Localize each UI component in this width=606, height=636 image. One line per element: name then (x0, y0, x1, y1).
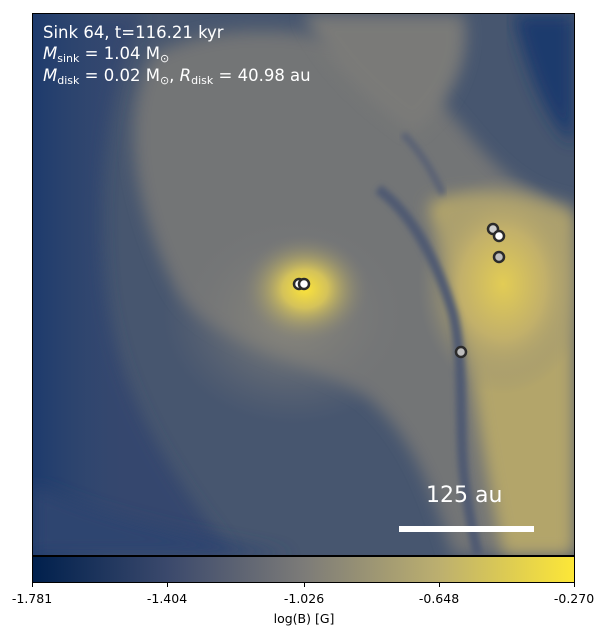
r-disk-value: = 40.98 au (213, 66, 311, 85)
m-sink-value: = 1.04 M (79, 44, 160, 63)
colorbar-tick (304, 583, 305, 587)
colorbar-tick (32, 583, 33, 587)
m-sink-unit-subscript: ⊙ (159, 52, 170, 65)
m-disk-value: = 0.02 M (79, 66, 160, 85)
m-disk-subscript: disk (57, 74, 80, 87)
colorbar-tick-label: -1.404 (146, 591, 188, 606)
colorbar-label: log(B) [G] (273, 611, 335, 626)
sink-right-mid-marker (492, 229, 506, 243)
colorbar-tick (439, 583, 440, 587)
sink-right-low-marker (492, 250, 506, 264)
sink-left-b-marker (297, 277, 311, 291)
snapshot-title: Sink 64, t=116.21 kyr (43, 23, 224, 42)
m-disk-unit-subscript: ⊙ (159, 74, 170, 87)
colorbar-tick (574, 583, 575, 587)
scale-bar-label: 125 au (426, 483, 503, 508)
colorbar (32, 556, 575, 583)
r-disk-subscript: disk (191, 74, 214, 87)
colorbar-tick-label: -0.648 (418, 591, 460, 606)
r-disk-separator: , (169, 66, 180, 85)
sink-center-low-marker (454, 345, 468, 359)
m-sink-symbol: M (43, 44, 58, 63)
magnetic-field-map: Sink 64, t=116.21 kyr Msink = 1.04 M⊙ Md… (32, 13, 575, 556)
m-sink-subscript: sink (57, 52, 80, 65)
m-disk-symbol: M (43, 66, 58, 85)
colorbar-tick-label: -0.270 (553, 591, 595, 606)
field-image (33, 14, 574, 555)
colorbar-tick (167, 583, 168, 587)
colorbar-tick-label: -1.026 (283, 591, 325, 606)
sink-markers (292, 222, 506, 359)
scale-bar (399, 526, 534, 532)
r-disk-symbol: R (179, 66, 192, 85)
disk-annotation: Mdisk = 0.02 M⊙, Rdisk = 40.98 au (43, 65, 311, 91)
sink-mass-annotation: Msink = 1.04 M⊙ (43, 43, 169, 69)
colorbar-tick-label: -1.781 (11, 591, 53, 606)
